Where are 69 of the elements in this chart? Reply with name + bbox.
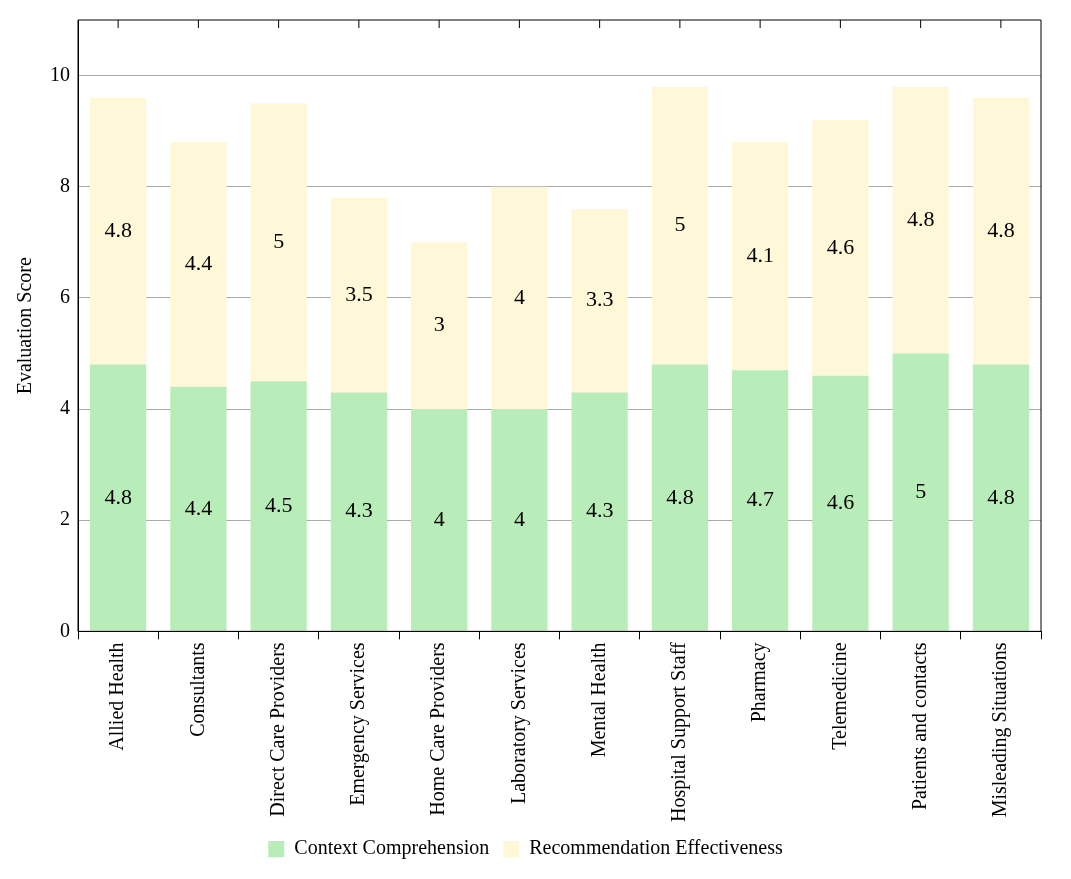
data-label: 4.8 [666,483,694,509]
bar [250,103,307,382]
bar [892,86,949,354]
data-label: 3 [433,311,445,337]
data-label: 4.1 [746,241,774,267]
bar [732,142,789,371]
data-label: 5 [674,211,686,237]
bar [651,364,708,631]
bar [170,142,227,387]
y-tick-label: 0 [60,618,70,641]
bar [411,409,468,631]
data-label: 4.3 [585,497,614,523]
data-label: 4.6 [826,233,855,259]
data-label: 4.7 [746,486,774,512]
bar [491,409,548,631]
data-label: 4.4 [184,494,213,520]
bar [972,97,1029,365]
data-label: 4 [513,505,525,531]
data-label: 4 [433,505,445,531]
data-label: 4 [513,283,525,309]
y-tick-label: 10 [50,62,70,85]
bar [732,370,789,631]
y-tick-label: 8 [60,173,70,196]
x-tick-label: Mental Health [586,642,609,758]
bar [330,197,387,393]
legend-label: Context Comprehension [294,836,490,860]
bar [90,364,147,631]
y-tick-label: 4 [60,396,70,419]
legend-label: Recommendation Effectiveness [529,836,783,859]
data-label: 4.8 [104,483,132,509]
data-label: 4.4 [184,250,213,276]
data-label: 4.8 [987,216,1015,242]
x-tick-label: Consultants [185,642,208,737]
data-label: 4.5 [264,491,293,517]
y-tick-label: 2 [60,507,70,530]
x-tick-label: Misleading Situations [988,642,1012,818]
bar [491,186,548,410]
y-axis-title: Evaluation Score [13,256,36,395]
x-tick-label: Patients and contacts [907,642,930,811]
data-label: 3.5 [345,280,373,306]
data-label: 4.3 [345,497,373,523]
bar [651,86,708,365]
x-tick-label: Emergency Services [346,642,370,806]
x-tick-label: Direct Care Providers [265,642,288,817]
x-tick-label: Telemedicine [827,642,850,750]
data-label: 3.3 [585,286,614,312]
x-tick-label: Allied Health [105,642,128,751]
x-tick-label: Laboratory Services [506,642,530,804]
bar [250,381,307,631]
bar [571,208,628,393]
bar [812,375,869,631]
x-tick-label: Home Care Providers [426,642,449,816]
bar [411,242,468,410]
bar [170,386,227,631]
bar [892,353,949,631]
x-tick-label: Hospital Support Staff [667,642,691,823]
data-label: 5 [915,477,927,503]
data-label: 4.8 [104,216,132,242]
bar [972,364,1029,631]
data-label: 5 [273,228,285,254]
data-label: 4.6 [826,489,855,515]
y-tick-label: 6 [60,285,70,308]
x-tick-label: Pharmacy [747,642,771,723]
bar [812,120,869,376]
bar [330,392,387,631]
bar [90,97,147,365]
data-label: 4.8 [987,483,1015,509]
bar [571,392,628,631]
data-label: 4.8 [906,205,935,231]
